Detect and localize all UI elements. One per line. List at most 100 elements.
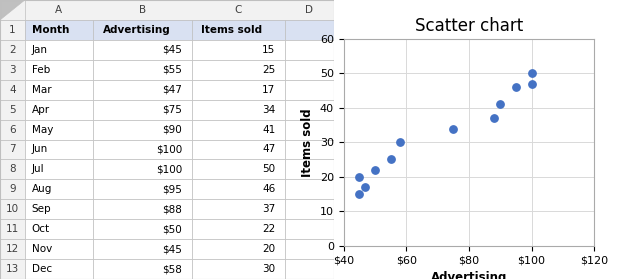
Bar [25, 20, 93, 40]
Bar [0, 140, 25, 159]
Bar [285, 120, 334, 140]
Bar [192, 199, 285, 219]
Text: Items sold: Items sold [201, 25, 262, 35]
Bar [25, 80, 93, 100]
Bar [0, 20, 25, 40]
Bar [93, 20, 192, 40]
Bar [192, 159, 285, 179]
Text: $88: $88 [162, 204, 182, 214]
Bar [192, 60, 285, 80]
Point [527, 81, 537, 86]
Text: Aug: Aug [32, 184, 52, 194]
Point [354, 174, 364, 179]
Text: C: C [235, 5, 242, 15]
Text: 8: 8 [9, 164, 15, 174]
Text: $100: $100 [156, 145, 182, 155]
Text: 46: 46 [262, 184, 275, 194]
Bar [0, 60, 25, 80]
Bar [93, 219, 192, 239]
Point [395, 140, 405, 145]
X-axis label: Advertising: Advertising [431, 271, 507, 279]
Point [489, 116, 499, 121]
Bar [93, 40, 192, 60]
Text: Nov: Nov [32, 244, 52, 254]
Text: 11: 11 [6, 224, 19, 234]
Bar [25, 159, 93, 179]
Bar [25, 120, 93, 140]
Point [354, 192, 364, 196]
Text: $47: $47 [162, 85, 182, 95]
Text: $55: $55 [162, 65, 182, 75]
Point [386, 157, 396, 162]
Text: 25: 25 [262, 65, 275, 75]
Bar [25, 259, 93, 279]
Bar [285, 259, 334, 279]
Bar [192, 239, 285, 259]
Bar [192, 259, 285, 279]
Bar [285, 100, 334, 120]
Bar [192, 219, 285, 239]
Text: 5: 5 [9, 105, 15, 115]
Text: $50: $50 [162, 224, 182, 234]
Bar [93, 100, 192, 120]
Bar [0, 239, 25, 259]
Point [370, 168, 380, 172]
Text: 34: 34 [262, 105, 275, 115]
Text: B: B [139, 5, 146, 15]
Bar [25, 239, 93, 259]
Bar [0, 40, 25, 60]
Bar [0, 0, 25, 20]
Text: Oct: Oct [32, 224, 50, 234]
Text: Apr: Apr [32, 105, 50, 115]
Text: 12: 12 [6, 244, 19, 254]
Bar [93, 60, 192, 80]
Bar [285, 20, 334, 40]
Bar [192, 140, 285, 159]
Text: 37: 37 [262, 204, 275, 214]
Bar [285, 60, 334, 80]
Text: 10: 10 [6, 204, 19, 214]
Point [527, 71, 537, 76]
Text: $100: $100 [156, 164, 182, 174]
Bar [0, 100, 25, 120]
Bar [285, 159, 334, 179]
Bar [285, 80, 334, 100]
Bar [0, 120, 25, 140]
Text: 6: 6 [9, 124, 15, 134]
Bar [0, 0, 334, 20]
Text: 47: 47 [262, 145, 275, 155]
Text: 2: 2 [9, 45, 15, 55]
Text: Jul: Jul [32, 164, 44, 174]
Bar [93, 179, 192, 199]
Text: $75: $75 [162, 105, 182, 115]
Text: 22: 22 [262, 224, 275, 234]
Bar [0, 80, 25, 100]
Bar [25, 40, 93, 60]
Text: Jun: Jun [32, 145, 48, 155]
Bar [0, 199, 25, 219]
Text: $45: $45 [162, 45, 182, 55]
Bar [25, 60, 93, 80]
Text: Sep: Sep [32, 204, 51, 214]
Bar [0, 159, 25, 179]
Bar [25, 199, 93, 219]
Bar [93, 159, 192, 179]
Text: 1: 1 [9, 25, 15, 35]
Text: Month: Month [32, 25, 69, 35]
Text: $95: $95 [162, 184, 182, 194]
Text: May: May [32, 124, 53, 134]
Point [511, 85, 521, 90]
Bar [192, 20, 285, 40]
Text: D: D [306, 5, 313, 15]
Bar [93, 80, 192, 100]
Point [360, 185, 370, 189]
Text: 15: 15 [262, 45, 275, 55]
Text: 13: 13 [6, 264, 19, 274]
Bar [93, 199, 192, 219]
Y-axis label: Items sold: Items sold [301, 108, 314, 177]
Bar [0, 259, 25, 279]
Bar [192, 120, 285, 140]
Bar [0, 219, 25, 239]
Bar [93, 140, 192, 159]
Text: $58: $58 [162, 264, 182, 274]
